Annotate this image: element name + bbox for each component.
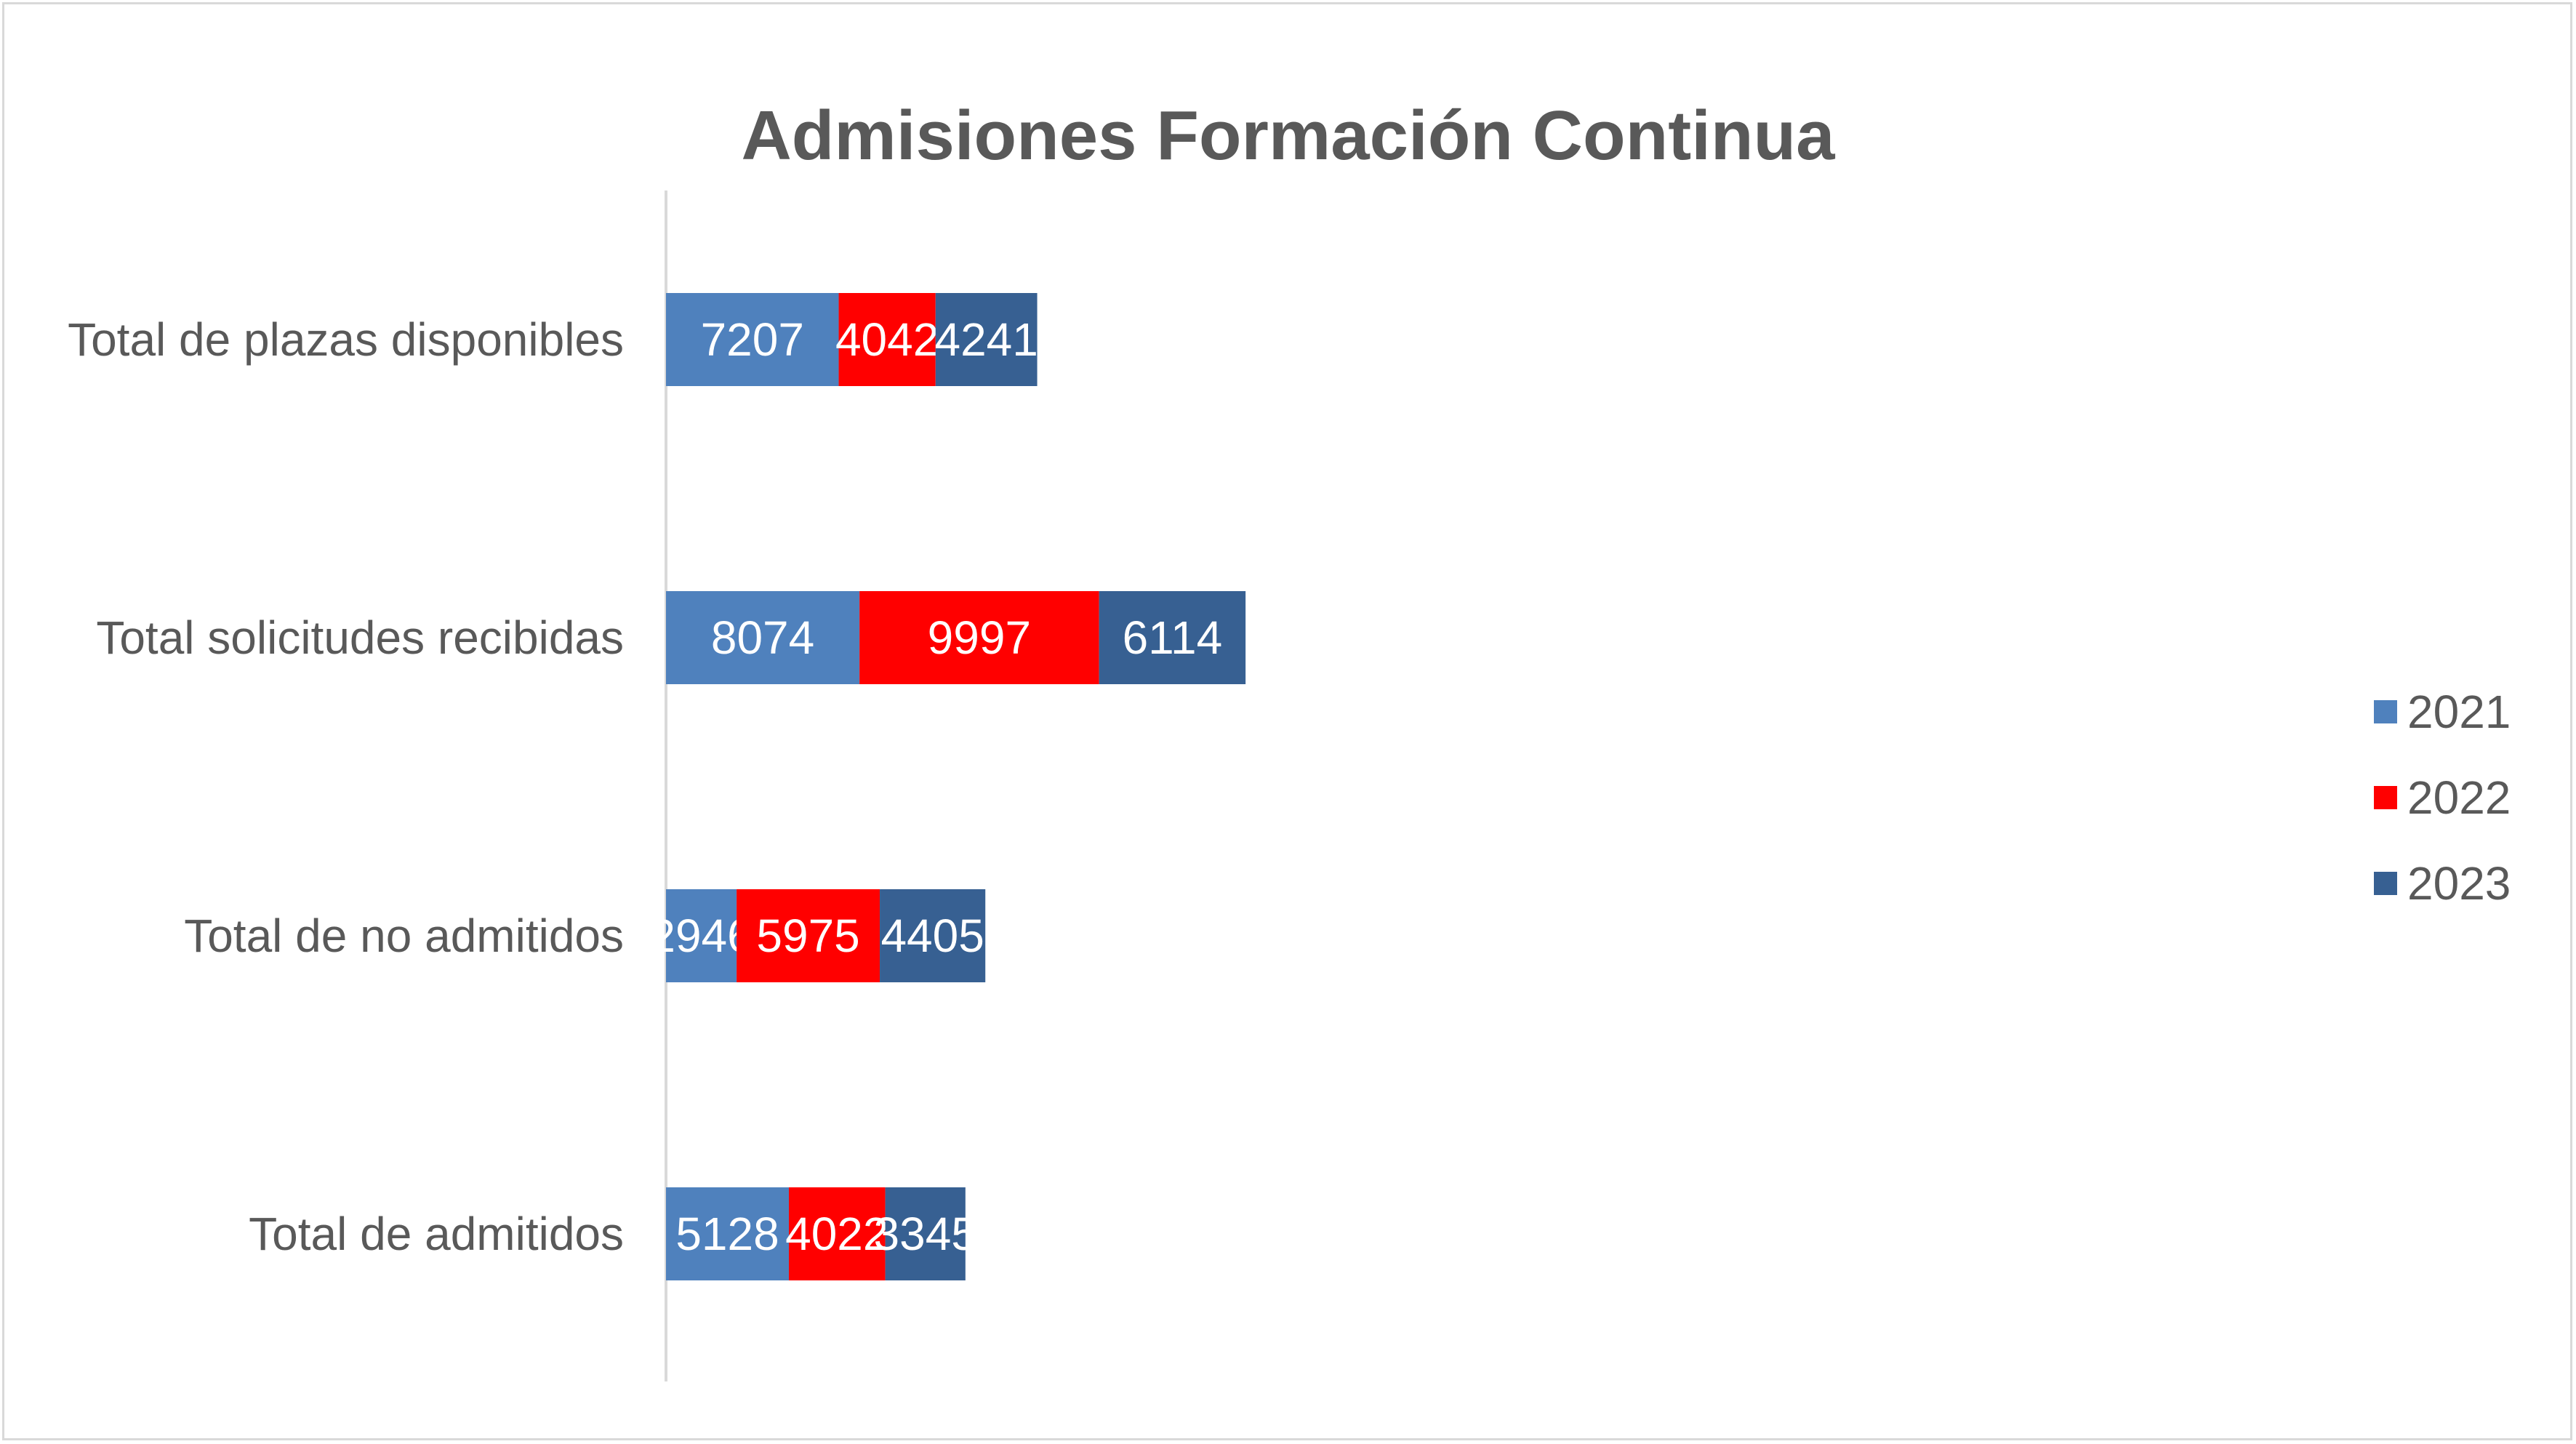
legend-item-0: 2021: [2374, 669, 2511, 755]
data-label-2022-1: 9997: [928, 611, 1031, 664]
legend-swatch-0: [2374, 700, 2397, 723]
data-label-2021-2: 2946: [649, 910, 753, 962]
chart-title: Admisiones Formación Continua: [741, 97, 1835, 175]
bar-2021-2: [666, 889, 737, 982]
bar-2021-0: [666, 293, 839, 386]
bar-2022-2: [737, 889, 880, 982]
category-label-3: Total de admitidos: [249, 1208, 624, 1260]
data-label-2022-2: 5975: [756, 910, 859, 962]
bar-2023-0: [935, 293, 1038, 386]
data-label-2021-0: 7207: [701, 313, 804, 366]
bar-2022-1: [859, 591, 1099, 684]
bar-2021-1: [666, 591, 860, 684]
category-label-1: Total solicitudes recibidas: [96, 611, 624, 664]
data-label-2021-1: 8074: [711, 611, 814, 664]
data-label-2023-2: 4405: [880, 910, 984, 962]
category-label-0: Total de plazas disponibles: [68, 313, 624, 366]
legend-label-1: 2022: [2407, 771, 2511, 824]
data-label-2023-3: 3345: [874, 1208, 977, 1260]
data-label-2023-0: 4241: [934, 313, 1038, 366]
legend-swatch-1: [2374, 786, 2397, 809]
chart-legend: 2021 2022 2023: [2374, 669, 2511, 926]
data-label-2021-3: 5128: [675, 1208, 779, 1260]
bar-2022-3: [789, 1187, 886, 1280]
legend-swatch-2: [2374, 872, 2397, 895]
data-label-2023-1: 6114: [1123, 611, 1223, 664]
legend-item-1: 2022: [2374, 755, 2511, 841]
bar-2023-3: [885, 1187, 966, 1280]
bar-2023-2: [880, 889, 986, 982]
bar-2022-0: [838, 293, 936, 386]
legend-label-2: 2023: [2407, 857, 2511, 910]
data-label-2022-3: 4022: [785, 1208, 888, 1260]
bar-2023-1: [1099, 591, 1246, 684]
category-label-2: Total de no admitidos: [184, 910, 624, 962]
bar-2021-3: [666, 1187, 790, 1280]
data-label-2022-0: 4042: [835, 313, 939, 366]
legend-item-2: 2023: [2374, 841, 2511, 926]
legend-label-0: 2021: [2407, 686, 2511, 738]
